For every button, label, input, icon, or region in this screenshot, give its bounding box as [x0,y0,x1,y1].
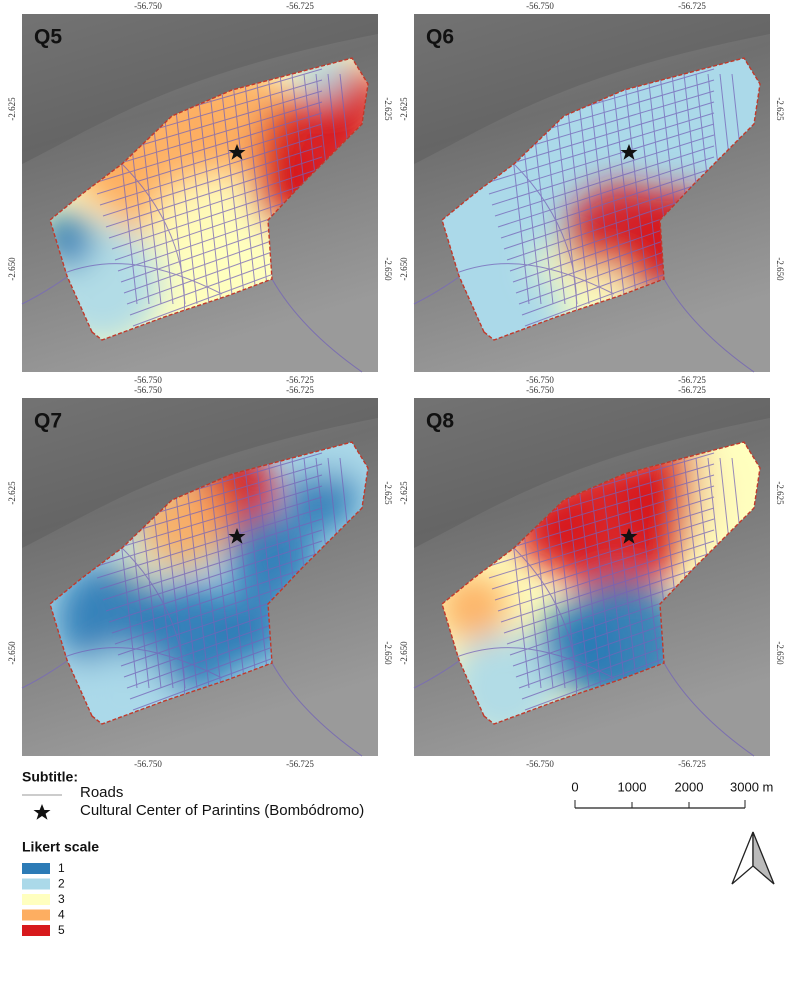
y-tick-label: -2.650 [383,641,393,665]
likert-label: 1 [58,861,65,875]
x-tick-label: -56.725 [678,759,706,769]
y-tick-label: -2.625 [383,97,393,121]
x-tick-label: -56.750 [134,759,162,769]
panel-label: Q7 [34,410,62,433]
x-tick-label: -56.725 [678,375,706,385]
map-panel: Q8 [414,398,770,756]
figure: Q5 Q6 Q7 Q8 Subtitle: Roads Cultural Center… [0,0,785,990]
y-tick-label: -2.650 [775,641,785,665]
x-tick-label: -56.725 [678,1,706,11]
legend-item: Cultural Center of Parintins (Bombódromo… [80,802,364,819]
x-tick-label: -56.750 [526,1,554,11]
likert-swatch [22,910,50,921]
likert-label: 2 [58,877,65,891]
y-tick-label: -2.650 [7,257,17,281]
scale-label: 0 [571,779,578,794]
x-tick-label: -56.750 [134,1,162,11]
y-tick-label: -2.650 [775,257,785,281]
panel-label: Q5 [34,26,62,49]
likert-label: 5 [58,923,65,937]
likert-swatch [22,894,50,905]
legend-item: Roads [80,784,123,801]
scale-label: 1000 [618,779,647,794]
likert-title: Likert scale [22,839,99,855]
x-tick-label: -56.750 [134,385,162,395]
scale-label: 3000 m [730,779,773,794]
x-tick-label: -56.725 [286,375,314,385]
y-tick-label: -2.650 [399,257,409,281]
y-tick-label: -2.625 [775,481,785,505]
panel-label: Q8 [426,410,454,433]
y-tick-label: -2.650 [399,641,409,665]
x-tick-label: -56.725 [286,1,314,11]
panel-label: Q6 [426,26,454,49]
x-tick-label: -56.750 [134,375,162,385]
y-tick-label: -2.625 [383,481,393,505]
x-tick-label: -56.750 [526,759,554,769]
y-tick-label: -2.650 [383,257,393,281]
y-tick-label: -2.625 [7,481,17,505]
likert-swatch [22,879,50,890]
north-arrow [732,832,774,884]
likert-swatch [22,863,50,874]
y-tick-label: -2.625 [399,97,409,121]
x-tick-label: -56.725 [678,385,706,395]
scale-bar: 0 1000 2000 3000 m [571,779,773,808]
y-tick-label: -2.650 [7,641,17,665]
scale-label: 2000 [675,779,704,794]
x-tick-label: -56.750 [526,375,554,385]
legend-title: Subtitle: [22,769,78,785]
y-tick-label: -2.625 [399,481,409,505]
likert-label: 4 [58,908,65,922]
likert-label: 3 [58,892,65,906]
map-panel: Q6 [414,14,770,372]
map-panel: Q7 [22,398,378,756]
y-tick-label: -2.625 [7,97,17,121]
map-panel: Q5 [22,14,387,372]
likert-swatch [22,925,50,936]
x-tick-label: -56.750 [526,385,554,395]
x-tick-label: -56.725 [286,759,314,769]
star-symbol [34,804,51,820]
x-tick-label: -56.725 [286,385,314,395]
y-tick-label: -2.625 [775,97,785,121]
